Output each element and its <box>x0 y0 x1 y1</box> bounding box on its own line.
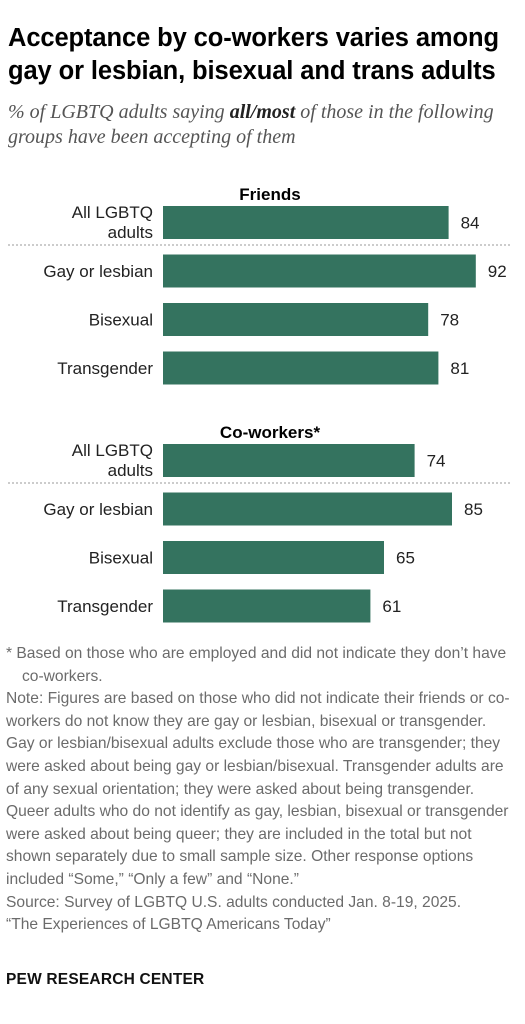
bar <box>163 492 452 526</box>
category-label: adults <box>108 223 153 242</box>
subtitle-emphasis: all/most <box>229 101 296 123</box>
bar-value-label: 65 <box>396 549 415 568</box>
bar-value-label: 81 <box>450 359 469 378</box>
footnote: * Based on those who are employed and di… <box>6 645 507 685</box>
chart-title: Acceptance by co-workers varies among ga… <box>8 24 499 85</box>
bar <box>163 254 476 288</box>
category-label: Transgender <box>57 359 153 378</box>
panel-title: Friends <box>239 185 300 204</box>
subtitle-text-start: % of LGBTQ adults saying <box>8 101 230 123</box>
bar-value-label: 74 <box>427 452 446 471</box>
bar <box>163 206 449 239</box>
category-label: All LGBTQ <box>72 441 153 460</box>
bar-value-label: 92 <box>488 262 507 281</box>
bar-value-label: 78 <box>440 311 459 330</box>
category-label: Bisexual <box>89 549 153 568</box>
brand-logo-text: PEW RESEARCH CENTER <box>6 971 205 988</box>
bar <box>163 303 429 336</box>
category-label: Gay or lesbian <box>43 500 153 519</box>
category-label: Bisexual <box>89 311 153 330</box>
note-text: Note: Figures are based on those who did… <box>6 690 510 888</box>
panel-title: Co-workers* <box>220 423 321 442</box>
report-title: “The Experiences of LGBTQ Americans Toda… <box>6 916 331 934</box>
subtitle-text-end: of those in the following groups have be… <box>8 101 494 148</box>
chart-subtitle: % of LGBTQ adults saying all/most of tho… <box>8 100 513 150</box>
category-label: Transgender <box>57 597 153 616</box>
bar <box>163 444 415 477</box>
bar-value-label: 85 <box>464 500 483 519</box>
bar <box>163 589 371 623</box>
bar <box>163 541 384 574</box>
bar-value-label: 84 <box>461 214 480 233</box>
category-label: adults <box>108 461 153 480</box>
category-label: Gay or lesbian <box>43 262 153 281</box>
category-label: All LGBTQ <box>72 203 153 222</box>
bar-value-label: 61 <box>382 597 401 616</box>
bar <box>163 351 439 385</box>
source-text: Source: Survey of LGBTQ U.S. adults cond… <box>6 893 462 911</box>
chart-notes: * Based on those who are employed and di… <box>6 643 518 937</box>
